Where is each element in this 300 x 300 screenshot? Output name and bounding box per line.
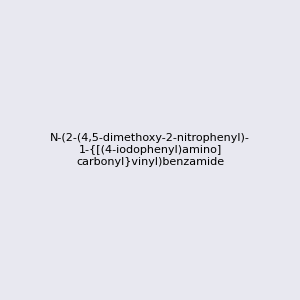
Text: N-(2-(4,5-dimethoxy-2-nitrophenyl)-
1-{[(4-iodophenyl)amino]
carbonyl}vinyl)benz: N-(2-(4,5-dimethoxy-2-nitrophenyl)- 1-{[… [50,134,250,166]
